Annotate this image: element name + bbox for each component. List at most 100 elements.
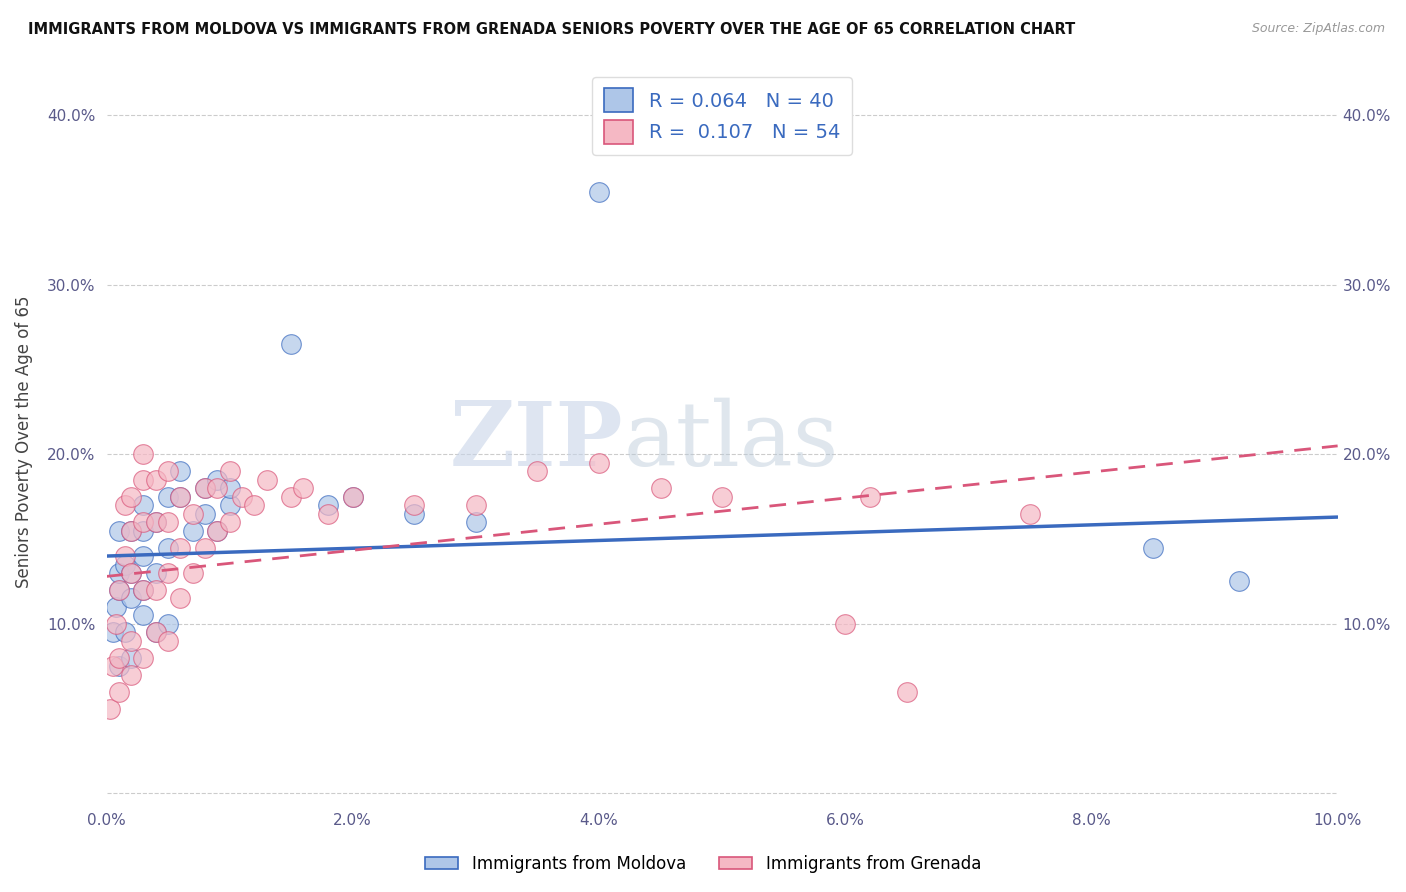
Point xyxy=(157,633,180,648)
Point xyxy=(108,566,131,580)
Point xyxy=(243,498,266,512)
Point xyxy=(194,481,217,495)
Text: ZIP: ZIP xyxy=(450,398,624,485)
Point xyxy=(132,608,155,623)
Point xyxy=(108,582,131,597)
Point xyxy=(101,659,124,673)
Point xyxy=(207,524,229,538)
Point xyxy=(105,599,128,614)
Point xyxy=(120,524,142,538)
Point xyxy=(194,481,217,495)
Text: Source: ZipAtlas.com: Source: ZipAtlas.com xyxy=(1251,22,1385,36)
Point xyxy=(280,337,302,351)
Point xyxy=(157,541,180,555)
Point xyxy=(120,667,142,681)
Point xyxy=(120,591,142,606)
Point xyxy=(218,515,240,529)
Point xyxy=(157,566,180,580)
Point xyxy=(207,473,229,487)
Point xyxy=(132,582,155,597)
Point xyxy=(231,490,253,504)
Point xyxy=(1018,507,1040,521)
Point xyxy=(108,650,131,665)
Point xyxy=(157,490,180,504)
Point xyxy=(120,633,142,648)
Point xyxy=(120,490,142,504)
Point xyxy=(132,498,155,512)
Point xyxy=(342,490,364,504)
Point xyxy=(316,507,339,521)
Text: IMMIGRANTS FROM MOLDOVA VS IMMIGRANTS FROM GRENADA SENIORS POVERTY OVER THE AGE : IMMIGRANTS FROM MOLDOVA VS IMMIGRANTS FR… xyxy=(28,22,1076,37)
Point xyxy=(207,524,229,538)
Point xyxy=(256,473,278,487)
Point xyxy=(526,464,548,478)
Point xyxy=(157,515,180,529)
Point xyxy=(108,659,131,673)
Point xyxy=(207,481,229,495)
Y-axis label: Seniors Poverty Over the Age of 65: Seniors Poverty Over the Age of 65 xyxy=(15,295,32,588)
Point xyxy=(145,515,167,529)
Point xyxy=(98,701,121,715)
Point xyxy=(218,464,240,478)
Point xyxy=(316,498,339,512)
Point xyxy=(859,490,882,504)
Point xyxy=(108,684,131,698)
Point xyxy=(404,498,426,512)
Point xyxy=(896,684,918,698)
Point xyxy=(145,625,167,640)
Point xyxy=(145,582,167,597)
Point xyxy=(157,616,180,631)
Point xyxy=(218,498,240,512)
Point xyxy=(834,616,856,631)
Point xyxy=(120,650,142,665)
Point xyxy=(169,490,191,504)
Point xyxy=(120,566,142,580)
Point xyxy=(114,498,136,512)
Point xyxy=(101,625,124,640)
Point xyxy=(218,481,240,495)
Text: atlas: atlas xyxy=(624,398,839,485)
Point xyxy=(120,566,142,580)
Point xyxy=(194,507,217,521)
Point xyxy=(292,481,315,495)
Point xyxy=(145,566,167,580)
Point xyxy=(464,498,486,512)
Point xyxy=(108,524,131,538)
Point xyxy=(132,582,155,597)
Point xyxy=(120,524,142,538)
Point xyxy=(108,582,131,597)
Point xyxy=(1142,541,1164,555)
Point xyxy=(650,481,672,495)
Point xyxy=(404,507,426,521)
Point xyxy=(145,473,167,487)
Point xyxy=(145,625,167,640)
Point xyxy=(157,464,180,478)
Point xyxy=(169,541,191,555)
Point xyxy=(132,524,155,538)
Point xyxy=(181,524,204,538)
Point xyxy=(132,549,155,563)
Point xyxy=(711,490,734,504)
Point xyxy=(181,566,204,580)
Point xyxy=(105,616,128,631)
Point xyxy=(114,625,136,640)
Point xyxy=(145,515,167,529)
Point xyxy=(181,507,204,521)
Point xyxy=(194,541,217,555)
Point xyxy=(464,515,486,529)
Point xyxy=(114,558,136,572)
Point xyxy=(1227,574,1250,589)
Legend: R = 0.064   N = 40, R =  0.107   N = 54: R = 0.064 N = 40, R = 0.107 N = 54 xyxy=(592,77,852,155)
Point xyxy=(588,456,610,470)
Point xyxy=(588,185,610,199)
Point xyxy=(169,490,191,504)
Point xyxy=(132,473,155,487)
Legend: Immigrants from Moldova, Immigrants from Grenada: Immigrants from Moldova, Immigrants from… xyxy=(418,848,988,880)
Point xyxy=(114,549,136,563)
Point xyxy=(169,464,191,478)
Point xyxy=(169,591,191,606)
Point xyxy=(132,650,155,665)
Point xyxy=(280,490,302,504)
Point xyxy=(132,515,155,529)
Point xyxy=(132,447,155,461)
